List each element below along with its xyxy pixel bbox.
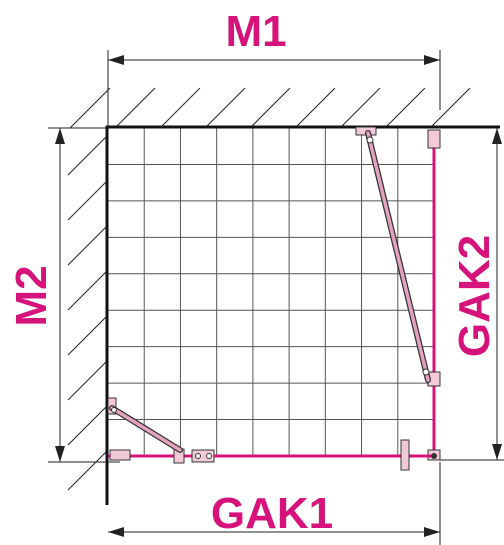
m1-label: M1: [225, 7, 286, 56]
left-stabilizer-joint-top: [111, 407, 117, 413]
m1-arrow-right: [424, 55, 440, 65]
gak2-arrow-top: [492, 128, 502, 144]
m1-arrow-left: [108, 55, 124, 65]
left-wall-hatching: [67, 134, 109, 491]
right-stabilizer-joint-top: [366, 136, 374, 144]
m2-arrow-bottom: [55, 446, 65, 462]
gak2-arrow-bottom: [492, 444, 502, 460]
left-stabilizer-bar-fill: [110, 406, 182, 452]
right-stabilizer-bar-fill: [366, 131, 430, 382]
tile-grid: [108, 128, 434, 456]
gak1-label: GAK1: [211, 489, 333, 538]
bottom-panel-left-bracket: [109, 449, 131, 461]
m2-arrow-top: [55, 128, 65, 144]
door-hinge-pin-left: [195, 453, 201, 459]
door-hinge: [191, 449, 215, 463]
gak1-arrow-right: [424, 527, 440, 537]
gak1-arrow-left: [108, 527, 124, 537]
m2-label: M2: [7, 265, 56, 326]
corner-connector: [431, 453, 437, 459]
right-panel-top-bracket: [427, 129, 441, 149]
door-hinge-pin-right: [206, 453, 212, 459]
gak2-label: GAK2: [450, 235, 499, 357]
door-stop: [400, 439, 410, 471]
right-stabilizer-joint-bottom: [422, 368, 430, 376]
top-wall-hatching: [69, 87, 471, 129]
